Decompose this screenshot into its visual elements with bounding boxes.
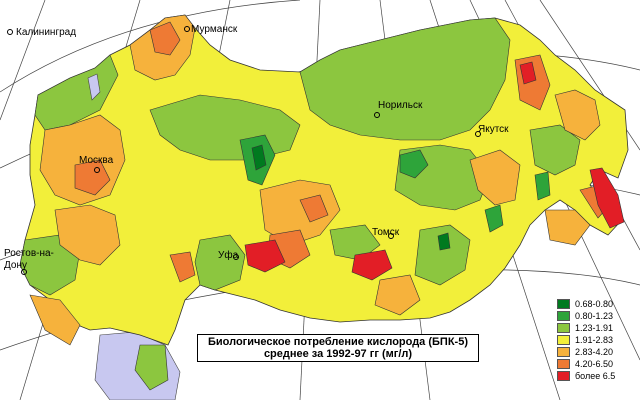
legend-swatch	[557, 299, 570, 309]
label-yakutsk: Якутск	[478, 124, 509, 135]
legend-swatch	[557, 323, 570, 333]
bod-regions	[19, 14, 625, 391]
legend-item: 2.83-4.20	[554, 346, 624, 358]
map-title-line2: среднее за 1992-97 гг (мг/л)	[263, 348, 413, 360]
legend-swatch	[557, 371, 570, 381]
legend-swatch	[557, 311, 570, 321]
legend-label: 1.91-2.83	[575, 335, 614, 345]
legend-item: 0.68-0.80	[554, 298, 624, 310]
label-ufa: Уфа	[218, 249, 239, 261]
legend-label: 0.68-0.80	[575, 299, 614, 309]
legend-item: 4.20-6.50	[554, 358, 624, 370]
legend-swatch	[557, 359, 570, 369]
legend-label: 4.20-6.50	[575, 359, 614, 369]
label-rostov-1: Ростов-на-	[4, 248, 54, 259]
ufa-marker	[233, 254, 239, 260]
city-markers	[7, 26, 481, 275]
legend-label: 2.83-4.20	[575, 347, 614, 357]
map-title: Биологическое потребление кислорода (БПК…	[197, 334, 479, 362]
tomsk-marker	[388, 233, 394, 239]
legend-label: 1.23-1.91	[575, 323, 614, 333]
norilsk-marker	[374, 112, 380, 118]
legend-item: 1.91-2.83	[554, 334, 624, 346]
label-rostov-2: Дону	[4, 260, 27, 271]
legend-swatch	[557, 347, 570, 357]
yakutsk-marker	[475, 131, 481, 137]
rostov-marker	[21, 269, 27, 275]
label-murmansk: Мурманск	[191, 24, 238, 35]
legend-label: более 6.5	[575, 371, 616, 381]
murmansk-marker	[184, 26, 190, 32]
label-moskva: Москва	[79, 155, 114, 166]
map-title-line1: Биологическое потребление кислорода (БПК…	[207, 336, 468, 348]
legend-item: 1.23-1.91	[554, 322, 624, 334]
moskva-marker	[94, 167, 100, 173]
kaliningrad-marker	[7, 29, 13, 35]
legend-item: более 6.5	[554, 370, 624, 382]
legend-item: 0.80-1.23	[554, 310, 624, 322]
legend-label: 0.80-1.23	[575, 311, 614, 321]
lakes	[87, 73, 101, 101]
label-kaliningrad: Калининград	[16, 27, 76, 38]
city-labels: Калининград Мурманск Москва Ростов-на- Д…	[4, 24, 509, 271]
label-norilsk: Норильск	[378, 100, 423, 111]
legend-swatch	[557, 335, 570, 345]
label-tomsk: Томск	[372, 227, 400, 238]
legend: 0.68-0.80 0.80-1.23 1.23-1.91 1.91-2.83 2.83…	[554, 298, 624, 382]
